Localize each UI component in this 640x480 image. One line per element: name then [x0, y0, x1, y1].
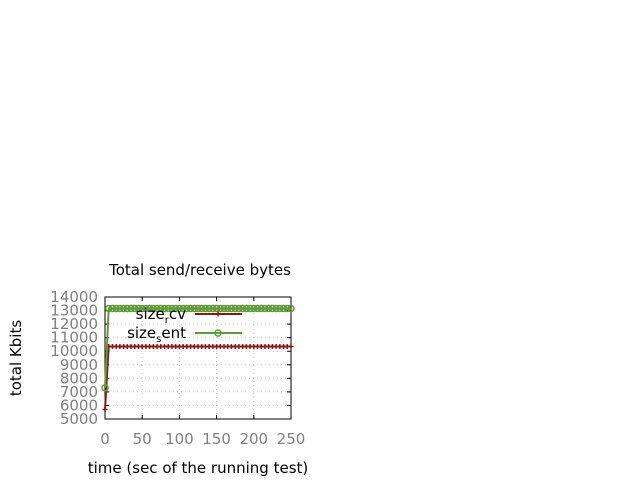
data-point: [238, 304, 247, 313]
data-point: [168, 304, 176, 313]
y-axis-title: total Kbits: [7, 320, 25, 396]
data-point: [142, 304, 150, 313]
data-point: [127, 304, 135, 313]
data-point: [101, 384, 109, 392]
data-point: [171, 304, 180, 313]
x-tick-label: 0: [100, 430, 110, 448]
data-point: [272, 304, 280, 313]
data-point: [149, 304, 158, 313]
legend-label-receive: sizercv: [136, 305, 186, 326]
grid: [105, 297, 291, 419]
plot-frame: [104, 296, 292, 420]
y-tick-label: 8000: [60, 369, 98, 387]
data-point: [205, 304, 213, 313]
data-point: [216, 304, 225, 313]
series-group: [101, 304, 295, 413]
data-point: [157, 304, 165, 313]
data-point: [164, 304, 172, 313]
data-point: [102, 407, 108, 413]
y-tick-label: 6000: [60, 396, 98, 414]
data-point: [261, 304, 269, 313]
data-point: [246, 304, 254, 313]
legend-marker-receive: [215, 311, 221, 317]
y-tick-label: 13000: [50, 302, 98, 320]
x-axis: 0 50 100 150 200 250: [100, 297, 305, 448]
data-point: [264, 304, 273, 313]
x-tick-label: 150: [202, 430, 231, 448]
data-point: [194, 304, 202, 313]
legend: sizercv sizesent: [127, 305, 242, 345]
data-point: [112, 304, 120, 313]
data-point: [276, 304, 284, 313]
x-tick-label: 50: [133, 430, 152, 448]
data-point: [197, 304, 206, 313]
y-tick-label: 14000: [50, 288, 98, 306]
data-point: [131, 304, 139, 313]
data-point: [235, 304, 243, 313]
series-receive: [102, 343, 294, 413]
data-point: [123, 304, 132, 313]
legend-entry-sent: sizesent: [127, 324, 242, 345]
data-point: [231, 304, 239, 313]
data-point: [175, 304, 184, 313]
x-tick-label: 250: [277, 430, 306, 448]
x-tick-label: 200: [239, 430, 268, 448]
y-tick-label: 12000: [50, 315, 98, 333]
data-point: [104, 304, 113, 313]
data-point: [212, 304, 221, 313]
series-sent: [101, 304, 295, 392]
data-point: [253, 304, 262, 313]
data-point: [186, 304, 195, 313]
data-point: [268, 304, 277, 313]
data-point: [227, 304, 236, 313]
legend-entry-receive: sizercv: [136, 305, 242, 326]
data-point: [287, 304, 295, 313]
data-point: [250, 304, 258, 313]
y-tick-label: 7000: [60, 383, 98, 401]
legend-label-sent: sizesent: [127, 324, 186, 345]
data-point: [283, 304, 292, 313]
y-tick-label: 5000: [60, 410, 98, 428]
data-point: [116, 304, 124, 313]
data-point: [201, 304, 210, 313]
data-point: [279, 304, 288, 313]
data-point: [288, 343, 294, 349]
y-tick-label: 9000: [60, 356, 98, 374]
data-point: [145, 304, 154, 313]
data-point: [160, 304, 169, 313]
data-point: [108, 304, 117, 313]
data-point: [179, 304, 187, 313]
data-point: [190, 304, 199, 313]
y-tick-label: 11000: [50, 329, 98, 347]
legend-marker-sent: [214, 329, 222, 337]
data-point: [220, 304, 228, 313]
data-point: [183, 304, 191, 313]
data-point: [153, 304, 161, 313]
y-tick-label: 10000: [50, 342, 98, 360]
data-point: [257, 304, 265, 313]
y-axis: 5000600070008000900010000110001200013000…: [50, 288, 291, 428]
x-axis-title: time (sec of the running test): [88, 459, 309, 477]
data-point: [138, 304, 146, 313]
data-point: [242, 304, 251, 313]
chart-title: Total send/receive bytes: [108, 261, 291, 279]
data-point: [209, 304, 217, 313]
data-point: [119, 304, 128, 313]
data-point: [134, 304, 143, 313]
x-tick-label: 100: [165, 430, 194, 448]
data-point: [224, 304, 232, 313]
